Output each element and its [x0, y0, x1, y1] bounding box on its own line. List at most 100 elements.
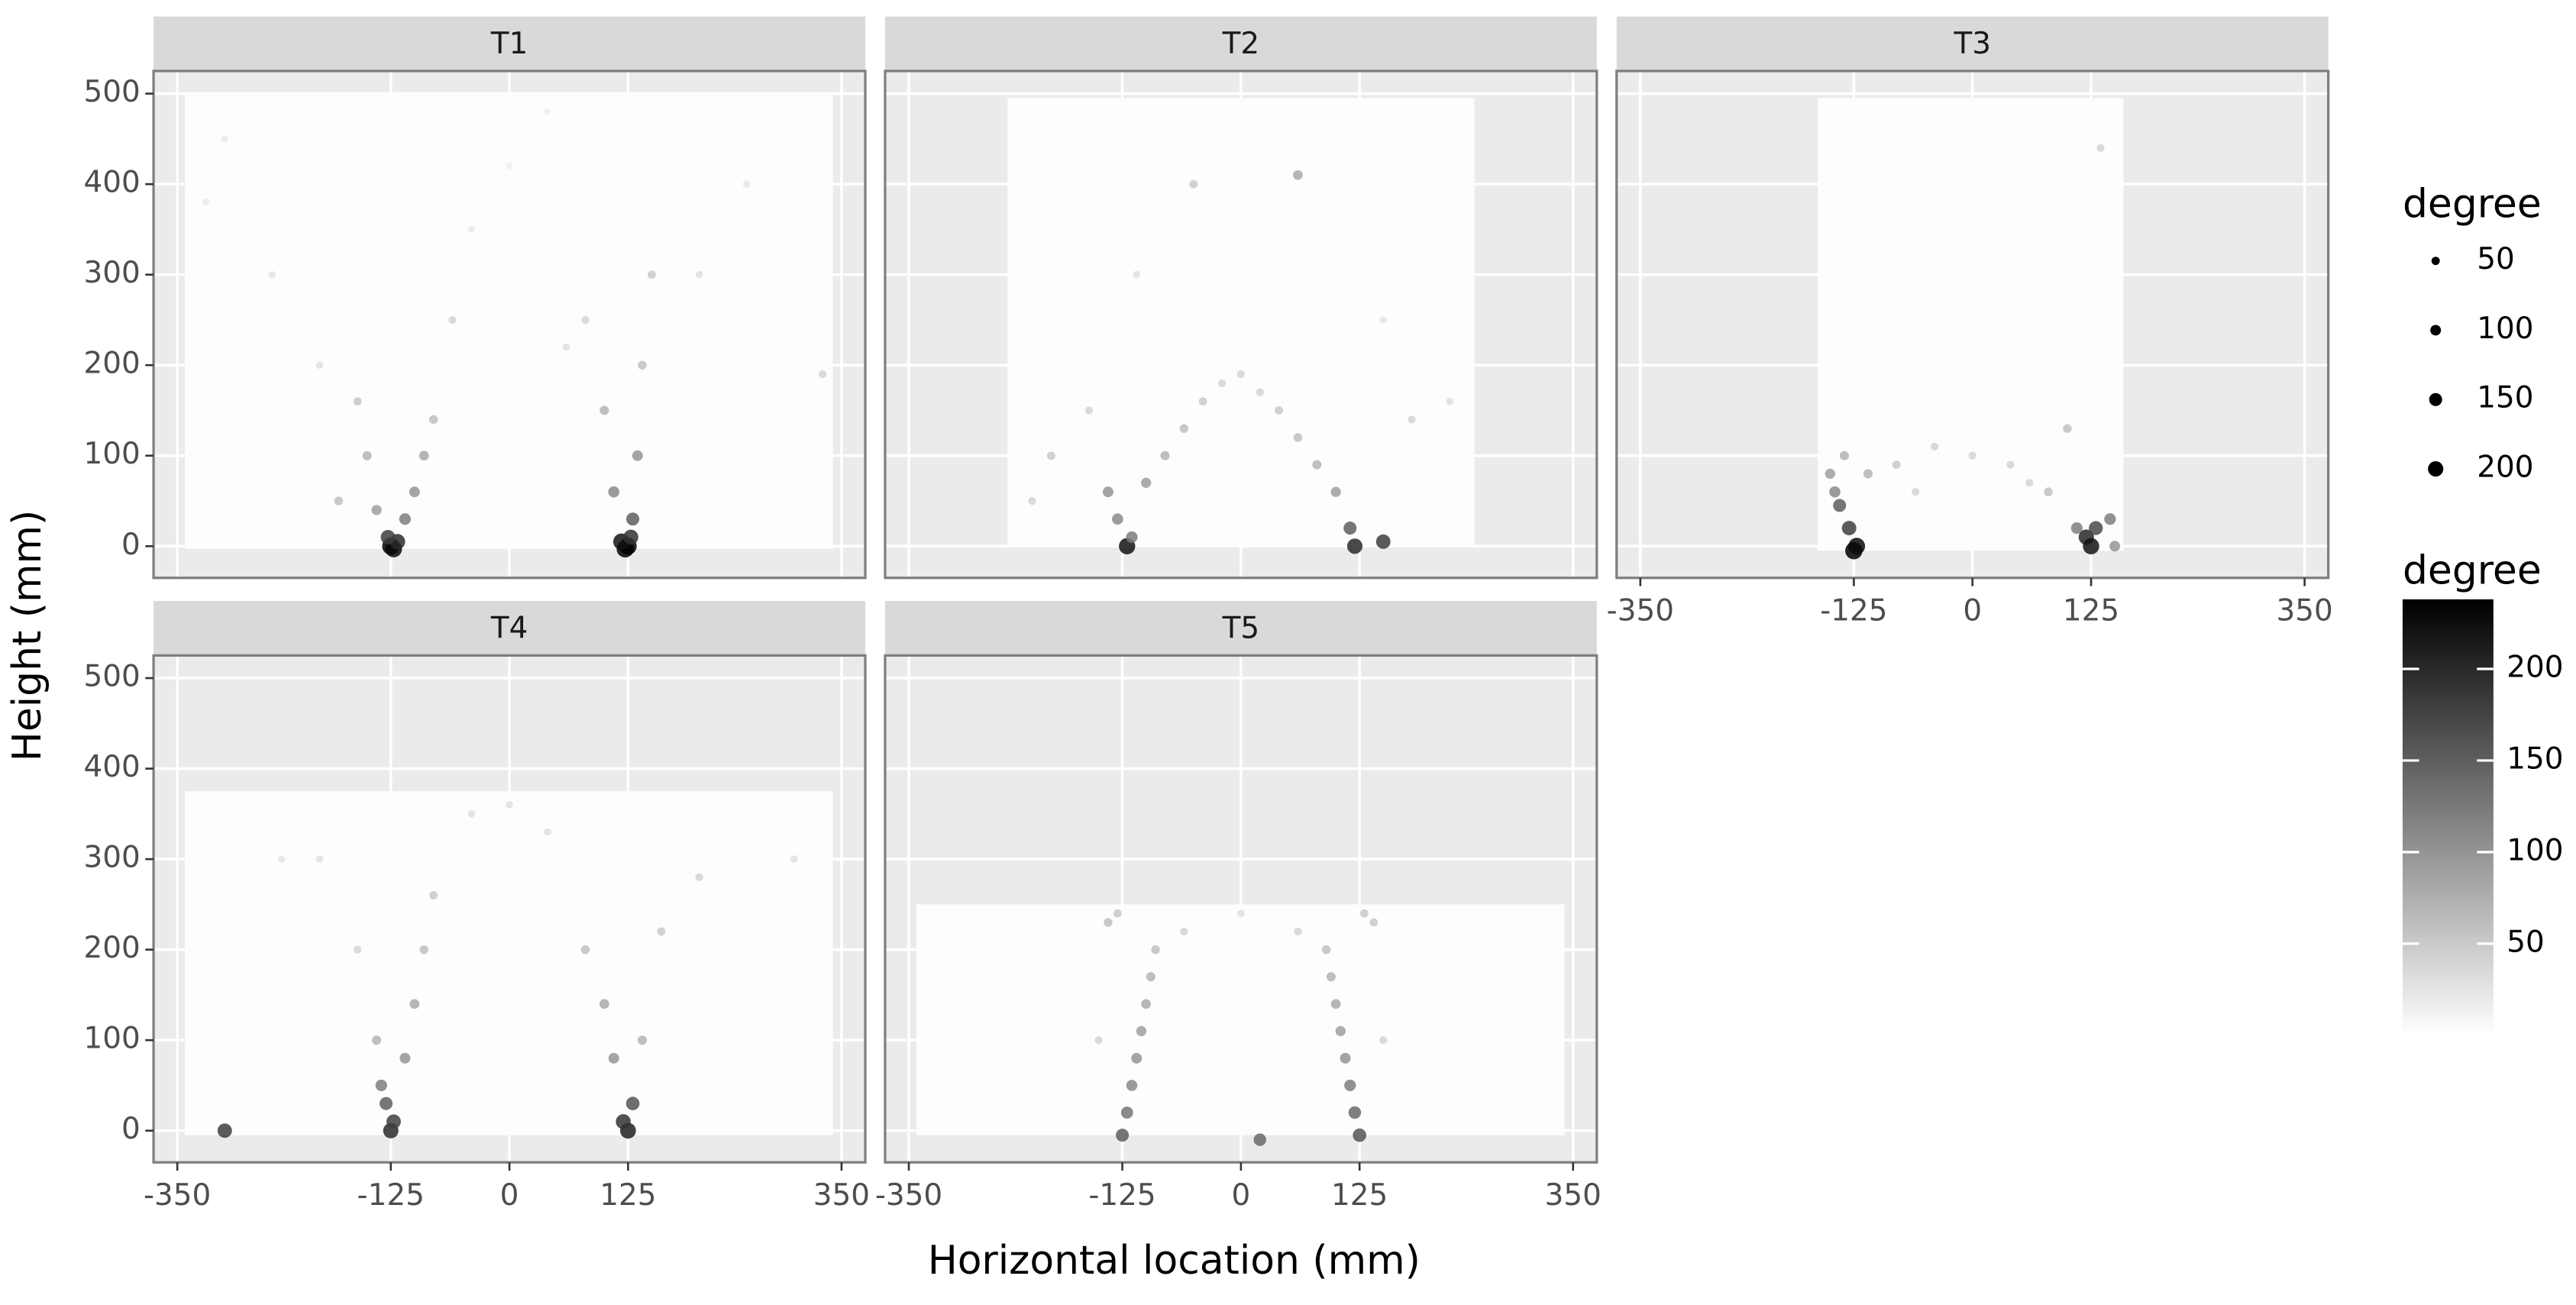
point — [1275, 406, 1284, 415]
point — [580, 945, 590, 955]
point — [743, 180, 751, 188]
y-tick-label: 300 — [84, 841, 141, 875]
point — [1094, 1036, 1103, 1045]
point — [362, 451, 372, 460]
point — [467, 810, 476, 818]
point — [1343, 522, 1357, 535]
point — [1930, 442, 1939, 451]
point — [2096, 144, 2105, 152]
x-tick-label: -350 — [875, 1178, 942, 1213]
point — [448, 315, 457, 325]
point — [1116, 1129, 1130, 1142]
size-legend-label: 150 — [2477, 381, 2533, 415]
point — [1141, 999, 1151, 1009]
size-legend-title: degree — [2403, 181, 2542, 227]
point — [1293, 170, 1303, 180]
strip-title: T4 — [490, 611, 528, 645]
y-tick-label: 300 — [84, 256, 141, 290]
point — [1160, 451, 1170, 460]
point — [543, 828, 551, 836]
point — [1359, 909, 1369, 918]
point — [1179, 424, 1189, 433]
point — [1126, 531, 1138, 544]
point — [1892, 460, 1901, 470]
point — [1189, 179, 1198, 189]
strip-title: T2 — [1222, 27, 1260, 61]
y-tick-label: 100 — [84, 437, 141, 471]
y-tick-label: 400 — [84, 750, 141, 784]
x-tick-label: 125 — [600, 1178, 656, 1213]
point — [1236, 370, 1246, 379]
point — [562, 343, 570, 351]
data-extent — [916, 904, 1565, 1135]
point — [1379, 316, 1387, 324]
data-extent — [185, 791, 833, 1135]
point — [268, 271, 276, 279]
x-axis-title: Horizontal location (mm) — [928, 1238, 1421, 1284]
point — [221, 135, 228, 143]
point — [600, 405, 609, 415]
point — [1293, 433, 1303, 442]
point — [1833, 499, 1847, 512]
point — [2025, 479, 2034, 487]
point — [1140, 477, 1152, 488]
point — [409, 486, 420, 498]
colorbar-label: 150 — [2507, 741, 2563, 776]
point — [1348, 1106, 1362, 1119]
point — [637, 1035, 648, 1045]
point — [379, 1097, 393, 1110]
point — [354, 945, 362, 954]
point — [1102, 486, 1113, 498]
x-tick-label: -350 — [1607, 594, 1674, 628]
point — [1217, 379, 1227, 388]
y-tick-label: 200 — [84, 931, 141, 965]
panel-border — [152, 69, 867, 580]
x-tick-label: 125 — [1331, 1178, 1388, 1213]
data-extent — [185, 93, 833, 549]
point — [818, 370, 827, 379]
y-tick-label: 0 — [121, 1112, 141, 1146]
point — [1084, 406, 1094, 415]
point — [2063, 424, 2072, 433]
point — [409, 999, 420, 1009]
x-tick-label: -125 — [357, 1178, 425, 1213]
y-tick-label: 400 — [84, 166, 141, 200]
point — [202, 199, 209, 206]
point — [2109, 541, 2121, 552]
point — [506, 163, 513, 170]
colorbar-label: 50 — [2507, 925, 2545, 959]
point — [1113, 909, 1122, 918]
point — [1133, 270, 1141, 279]
x-tick-label: -350 — [144, 1178, 211, 1213]
colorbar-label: 200 — [2507, 651, 2563, 685]
point — [616, 1114, 631, 1129]
point — [217, 1123, 232, 1139]
x-tick-label: 0 — [1231, 1178, 1250, 1213]
point — [2089, 521, 2103, 535]
strip — [154, 601, 865, 656]
data-extent — [1007, 98, 1475, 547]
point — [1335, 1026, 1346, 1036]
point — [608, 1052, 619, 1064]
size-legend-key — [2431, 257, 2440, 266]
y-tick-label: 0 — [121, 528, 141, 562]
x-tick-label: 125 — [2063, 594, 2119, 628]
point — [1312, 460, 1322, 470]
x-tick-label: 0 — [1963, 594, 1982, 628]
colorbar-label: 100 — [2507, 833, 2563, 867]
y-tick-label: 500 — [84, 660, 141, 694]
strip — [884, 16, 1597, 71]
point — [1344, 1079, 1356, 1092]
point — [1198, 397, 1207, 406]
point — [315, 361, 324, 370]
point — [1294, 927, 1302, 936]
point — [2044, 487, 2053, 496]
point — [1369, 918, 1378, 927]
point — [386, 1114, 401, 1129]
y-tick-label: 500 — [84, 75, 141, 109]
point — [1912, 488, 1920, 496]
point — [1330, 999, 1341, 1009]
point — [1353, 1128, 1367, 1142]
